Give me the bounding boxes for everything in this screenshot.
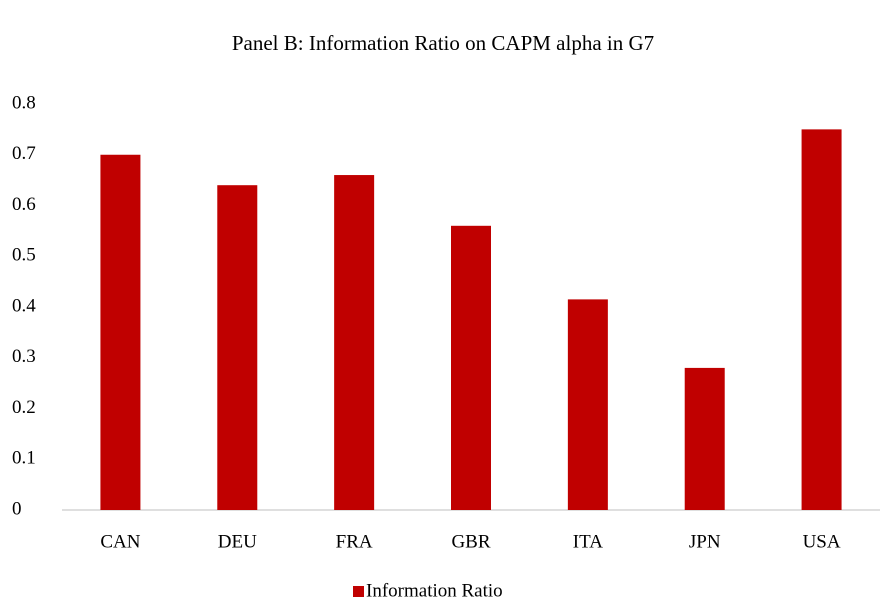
y-tick-label: 0.2	[12, 397, 36, 418]
chart-title: Panel B: Information Ratio on CAPM alpha…	[232, 31, 654, 55]
x-tick-label: USA	[803, 531, 841, 552]
y-tick-label: 0.7	[12, 143, 36, 164]
legend-swatch	[353, 586, 364, 597]
x-tick-label: DEU	[218, 531, 257, 552]
legend-label: Information Ratio	[366, 580, 503, 601]
bar	[100, 154, 141, 510]
x-tick-label: GBR	[451, 531, 490, 552]
bar	[334, 175, 375, 511]
x-tick-label: FRA	[336, 531, 373, 552]
bar	[684, 367, 725, 510]
y-tick-label: 0.1	[12, 448, 36, 469]
y-tick-label: 0.8	[12, 92, 36, 113]
y-tick-label: 0.6	[12, 194, 36, 215]
y-tick-label: 0.3	[12, 346, 36, 367]
y-tick-label: 0.4	[12, 295, 36, 316]
bar	[801, 129, 842, 510]
x-tick-label: JPN	[689, 531, 721, 552]
bar	[451, 225, 491, 511]
x-tick-label: CAN	[100, 531, 140, 552]
x-tick-label: ITA	[573, 531, 603, 552]
y-tick-label: 0.5	[12, 245, 36, 266]
bar	[217, 185, 258, 510]
bar	[567, 299, 608, 510]
y-tick-label: 0	[12, 498, 22, 519]
